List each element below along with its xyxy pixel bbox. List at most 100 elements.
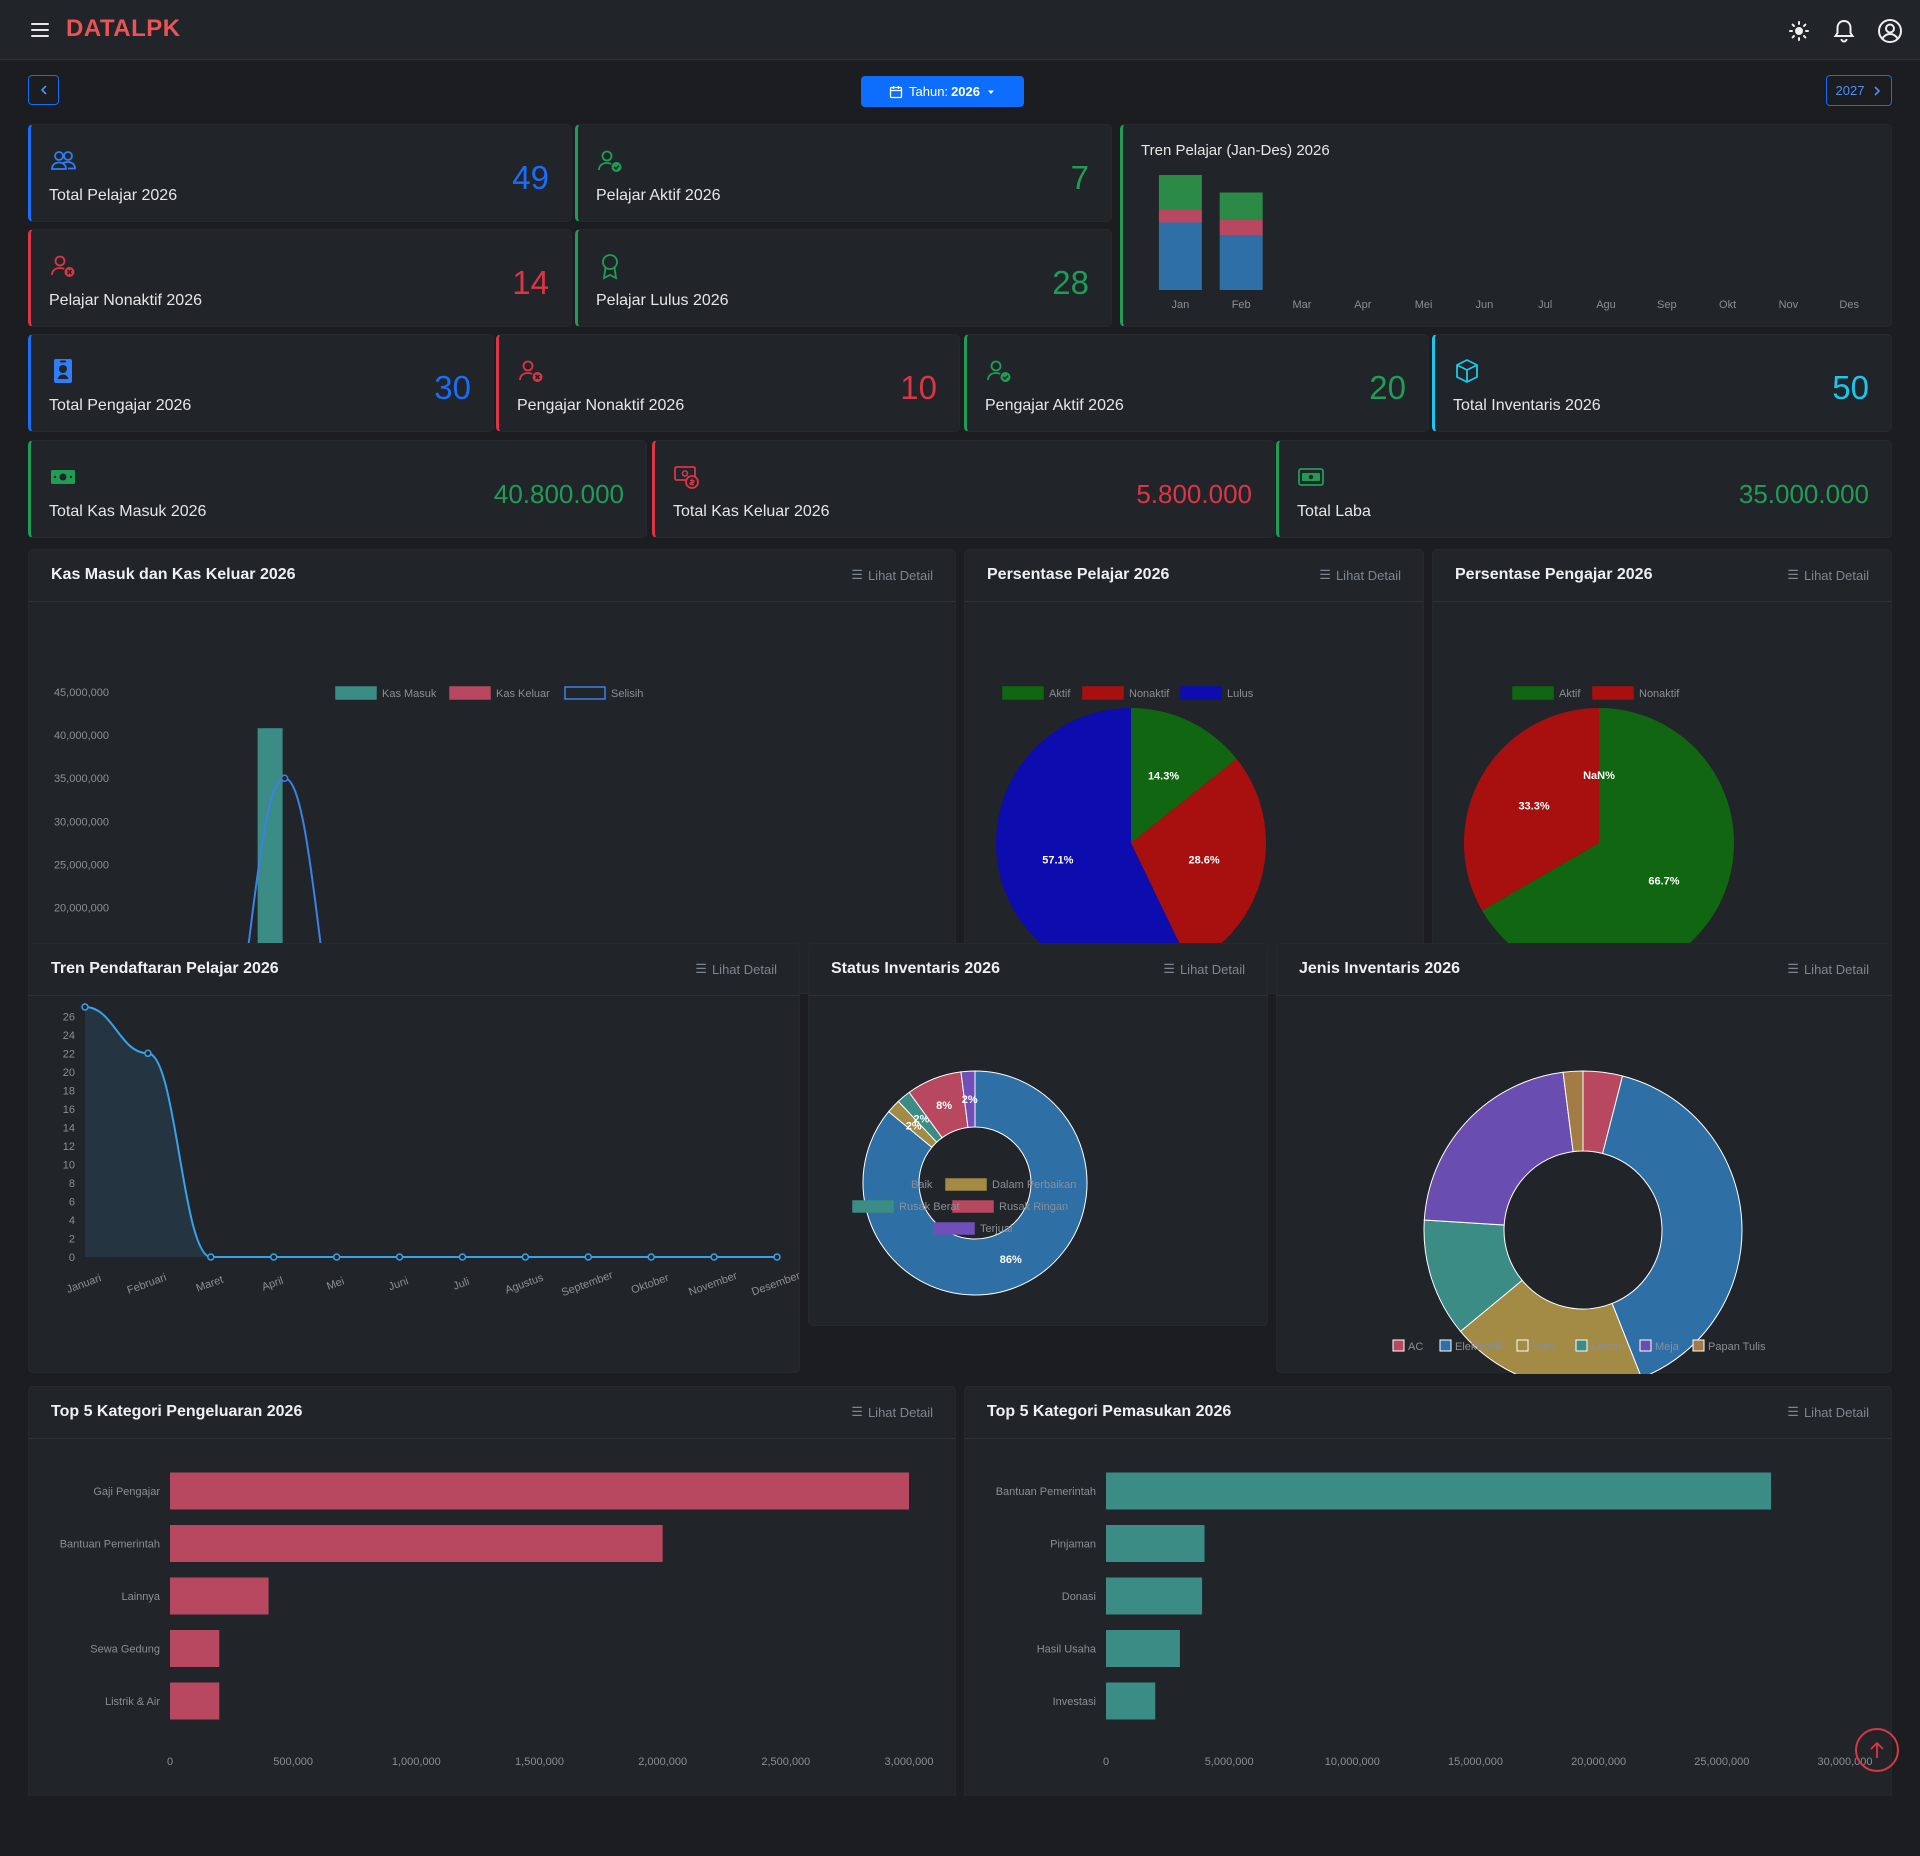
- stat-card-pelajar-lulus[interactable]: Pelajar Lulus 2026 28: [575, 229, 1112, 327]
- legend-swatch: [449, 686, 491, 700]
- x-tick-label: Jan: [1172, 299, 1190, 311]
- y-tick-label: Investasi: [1053, 1696, 1096, 1708]
- chart-card-persen-pelajar: Persentase Pelajar 2026 ☰ Lihat Detail Ak…: [964, 549, 1424, 994]
- pie-data-label: 2%: [906, 1120, 922, 1132]
- scroll-top-button[interactable]: [1855, 1728, 1899, 1772]
- y-tick-label: 35,000,000: [54, 773, 109, 785]
- line-point: [458, 1253, 467, 1261]
- pie-slice: [1459, 1279, 1641, 1374]
- users-icon: [51, 151, 76, 170]
- legend-swatch: [945, 1178, 987, 1191]
- stat-card-kas-keluar[interactable]: Total Kas Keluar 2026 5.800.000: [652, 440, 1275, 538]
- legend-label: Nonaktif: [1129, 688, 1170, 700]
- legend-label: AC: [1408, 1341, 1423, 1353]
- pie-slice: [1602, 1075, 1743, 1374]
- stat-card-pelajar-aktif[interactable]: Pelajar Aktif 2026 7: [575, 124, 1112, 222]
- y-tick-label: Bantuan Pemerintah: [60, 1539, 160, 1551]
- y-tick-label: 20,000,000: [54, 903, 109, 915]
- stat-card-kas-masuk[interactable]: Total Kas Masuk 2026 40.800.000: [28, 440, 647, 538]
- lihat-detail-link[interactable]: ☰ Lihat Detail: [1319, 567, 1401, 583]
- lihat-detail-link[interactable]: ☰ Lihat Detail: [1787, 1404, 1869, 1420]
- legend-label: Lulus: [1227, 688, 1254, 700]
- list-icon: ☰: [851, 1404, 863, 1419]
- legend-swatch: [1082, 686, 1124, 700]
- lihat-detail-link[interactable]: ☰ Lihat Detail: [1787, 961, 1869, 977]
- y-tick-label: 16: [63, 1104, 75, 1116]
- stat-card-total-inventaris[interactable]: Total Inventaris 2026 50: [1432, 334, 1892, 432]
- menu-icon[interactable]: [28, 18, 52, 42]
- x-tick-label: Februari: [126, 1272, 169, 1297]
- app-brand[interactable]: DATALPK: [66, 15, 181, 42]
- main-content: Tahun: 2026 2027 Total Pelajar 2026 49 P…: [0, 61, 1920, 1834]
- x-tick-label: 15,000,000: [1448, 1756, 1503, 1768]
- pie-slice: [1464, 708, 1599, 911]
- card-divider: [29, 601, 955, 602]
- stat-card-pelajar-nonaktif[interactable]: Pelajar Nonaktif 2026 14: [28, 229, 572, 327]
- tren-pelajar-chart: Jan Feb Mar Apr Mei Jun Jul Agu Sep Okt Nov Des: [1158, 175, 1859, 311]
- user-check-icon: [987, 360, 1011, 382]
- chart-bar: [1106, 1577, 1203, 1615]
- stat-card-pengajar-aktif[interactable]: Pengajar Aktif 2026 20: [964, 334, 1429, 432]
- chart-title: Kas Masuk dan Kas Keluar 2026: [51, 566, 296, 583]
- card-divider: [965, 1438, 1891, 1439]
- legend-swatch: [952, 1200, 994, 1213]
- stat-value: 14: [512, 264, 549, 301]
- chart-bar: [1106, 1472, 1772, 1510]
- stat-card-total-pelajar[interactable]: Total Pelajar 2026 49: [28, 124, 572, 222]
- pie-data-label: 8%: [936, 1100, 952, 1112]
- year-dropdown-button[interactable]: Tahun: 2026: [861, 76, 1024, 107]
- lihat-detail-link[interactable]: ☰ Lihat Detail: [1787, 567, 1869, 583]
- x-tick-label: September: [560, 1269, 615, 1299]
- pie-data-label: 66.7%: [1648, 876, 1679, 888]
- legend-label: Dalam Perbaikan: [992, 1179, 1076, 1191]
- stat-card-pengajar-nonaktif[interactable]: Pengajar Nonaktif 2026 10: [496, 334, 960, 432]
- jenis-inventaris-chart: AC Elektronik Kursi Lemari Meja Papan Tulis: [1392, 1070, 1766, 1374]
- legend-swatch: [1639, 1339, 1652, 1352]
- chart-bar: [170, 1577, 269, 1615]
- next-year-button[interactable]: 2027: [1826, 75, 1892, 106]
- y-tick-label: Listrik & Air: [105, 1696, 160, 1708]
- user-x-icon: [519, 360, 543, 382]
- line-point: [207, 1253, 215, 1261]
- lihat-detail-link[interactable]: ☰ Lihat Detail: [695, 961, 777, 977]
- chart-title: Persentase Pengajar 2026: [1455, 566, 1653, 583]
- bell-icon[interactable]: [1830, 17, 1858, 45]
- sun-icon[interactable]: [1785, 17, 1813, 45]
- legend-label: Papan Tulis: [1708, 1341, 1766, 1353]
- x-tick-label: 0: [167, 1756, 173, 1768]
- y-tick-label: 40,000,000: [54, 730, 109, 742]
- y-tick-label: Bantuan Pemerintah: [996, 1486, 1096, 1498]
- chart-card-status-inventaris: Status Inventaris 2026 ☰ Lihat Detail 86%…: [808, 943, 1268, 1326]
- arrow-up-icon: [1870, 1741, 1884, 1758]
- card-divider: [1433, 601, 1891, 602]
- stat-label: Total Kas Keluar 2026: [673, 503, 830, 520]
- legend-swatch: [1439, 1339, 1452, 1352]
- stat-card-total-pengajar[interactable]: Total Pengajar 2026 30: [28, 334, 494, 432]
- legend-swatch: [564, 686, 606, 700]
- chart-bar-segment: [1219, 192, 1263, 220]
- y-tick-label: 6: [69, 1196, 75, 1208]
- legend-swatch: [1002, 686, 1044, 700]
- prev-year-button[interactable]: [28, 75, 59, 105]
- year-label: Tahun:: [909, 84, 949, 99]
- chevron-right-icon: [1874, 85, 1881, 96]
- x-tick-label: 2,000,000: [638, 1756, 687, 1768]
- legend-swatch: [335, 686, 377, 700]
- id-badge-icon: [54, 359, 72, 383]
- legend-label: Elektronik: [1455, 1341, 1504, 1353]
- y-tick-label: 20: [63, 1067, 75, 1079]
- stat-card-laba[interactable]: Total Laba 35.000.000: [1276, 440, 1892, 538]
- lihat-detail-link[interactable]: ☰ Lihat Detail: [851, 1404, 933, 1420]
- x-tick-label: November: [687, 1270, 739, 1299]
- lihat-detail-link[interactable]: ☰ Lihat Detail: [851, 567, 933, 583]
- pie-slice: [1131, 708, 1237, 843]
- user-avatar-icon[interactable]: [1876, 17, 1904, 45]
- y-tick-label: 4: [69, 1215, 75, 1227]
- lihat-detail-link[interactable]: ☰ Lihat Detail: [1163, 961, 1245, 977]
- chart-card-pemasukan: Top 5 Kategori Pemasukan 2026 ☰ Lihat Det…: [964, 1386, 1892, 1834]
- chart-title: Tren Pendaftaran Pelajar 2026: [51, 960, 279, 977]
- stat-value: 10: [900, 369, 937, 406]
- stat-label: Pengajar Nonaktif 2026: [517, 397, 685, 414]
- year-value: 2026: [951, 84, 980, 99]
- x-tick-label: 25,000,000: [1694, 1756, 1749, 1768]
